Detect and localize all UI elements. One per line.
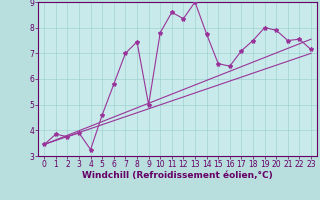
X-axis label: Windchill (Refroidissement éolien,°C): Windchill (Refroidissement éolien,°C) [82, 171, 273, 180]
